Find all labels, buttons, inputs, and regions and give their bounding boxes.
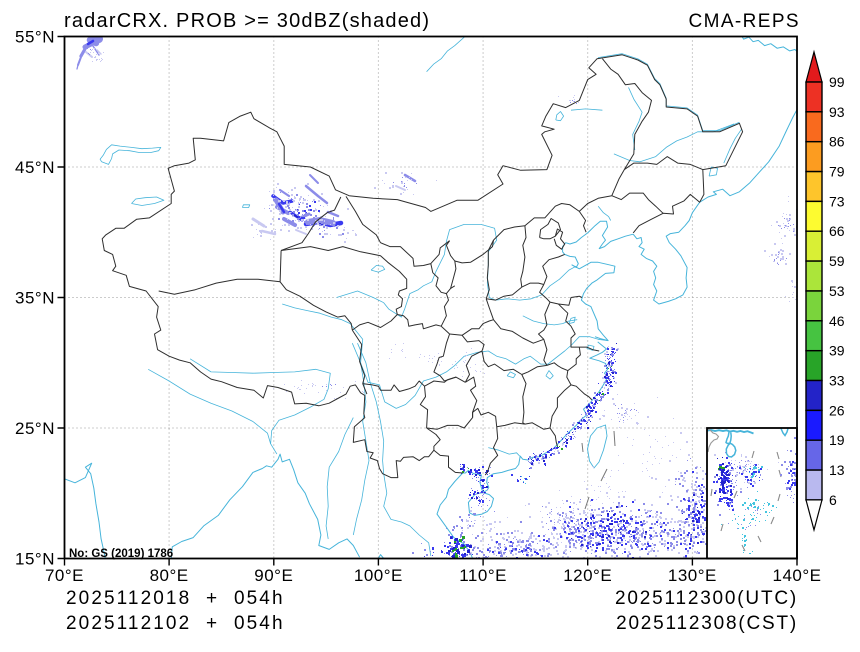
- svg-text:140°E: 140°E: [772, 566, 821, 585]
- svg-text:CMA-REPS: CMA-REPS: [689, 11, 801, 32]
- svg-text:39: 39: [829, 343, 845, 359]
- svg-text:130°E: 130°E: [668, 566, 717, 585]
- svg-text:13: 13: [829, 462, 845, 478]
- svg-text:33: 33: [829, 373, 845, 389]
- svg-text:53: 53: [829, 283, 845, 299]
- svg-text:25°N: 25°N: [15, 419, 55, 438]
- svg-text:93: 93: [829, 104, 845, 120]
- svg-text:86: 86: [829, 134, 845, 150]
- svg-text:46: 46: [829, 313, 845, 329]
- svg-text:15°N: 15°N: [15, 550, 55, 569]
- svg-text:100°E: 100°E: [354, 566, 403, 585]
- svg-text:26: 26: [829, 402, 845, 418]
- svg-text:19: 19: [829, 432, 845, 448]
- svg-text:2025112308(CST): 2025112308(CST): [616, 613, 798, 634]
- svg-text:2025112102 + 054h: 2025112102 + 054h: [66, 613, 285, 634]
- svg-text:110°E: 110°E: [459, 566, 507, 585]
- svg-text:No: GS (2019) 1786: No: GS (2019) 1786: [69, 548, 173, 560]
- svg-text:90°E: 90°E: [254, 566, 293, 585]
- svg-text:73: 73: [829, 193, 845, 209]
- svg-text:35°N: 35°N: [15, 289, 55, 308]
- svg-text:2025112018 + 054h: 2025112018 + 054h: [66, 588, 285, 609]
- svg-text:radarCRX. PROB >= 30dBZ(shaded: radarCRX. PROB >= 30dBZ(shaded): [64, 10, 430, 32]
- svg-text:55°N: 55°N: [15, 28, 55, 47]
- svg-text:70°E: 70°E: [45, 566, 84, 585]
- svg-text:45°N: 45°N: [15, 158, 55, 177]
- svg-text:6: 6: [829, 492, 837, 508]
- svg-text:99: 99: [829, 74, 845, 90]
- svg-text:2025112300(UTC): 2025112300(UTC): [615, 588, 798, 609]
- svg-text:79: 79: [829, 164, 845, 180]
- svg-text:120°E: 120°E: [563, 566, 612, 585]
- svg-text:59: 59: [829, 253, 845, 269]
- svg-text:66: 66: [829, 223, 845, 239]
- svg-text:80°E: 80°E: [150, 566, 189, 585]
